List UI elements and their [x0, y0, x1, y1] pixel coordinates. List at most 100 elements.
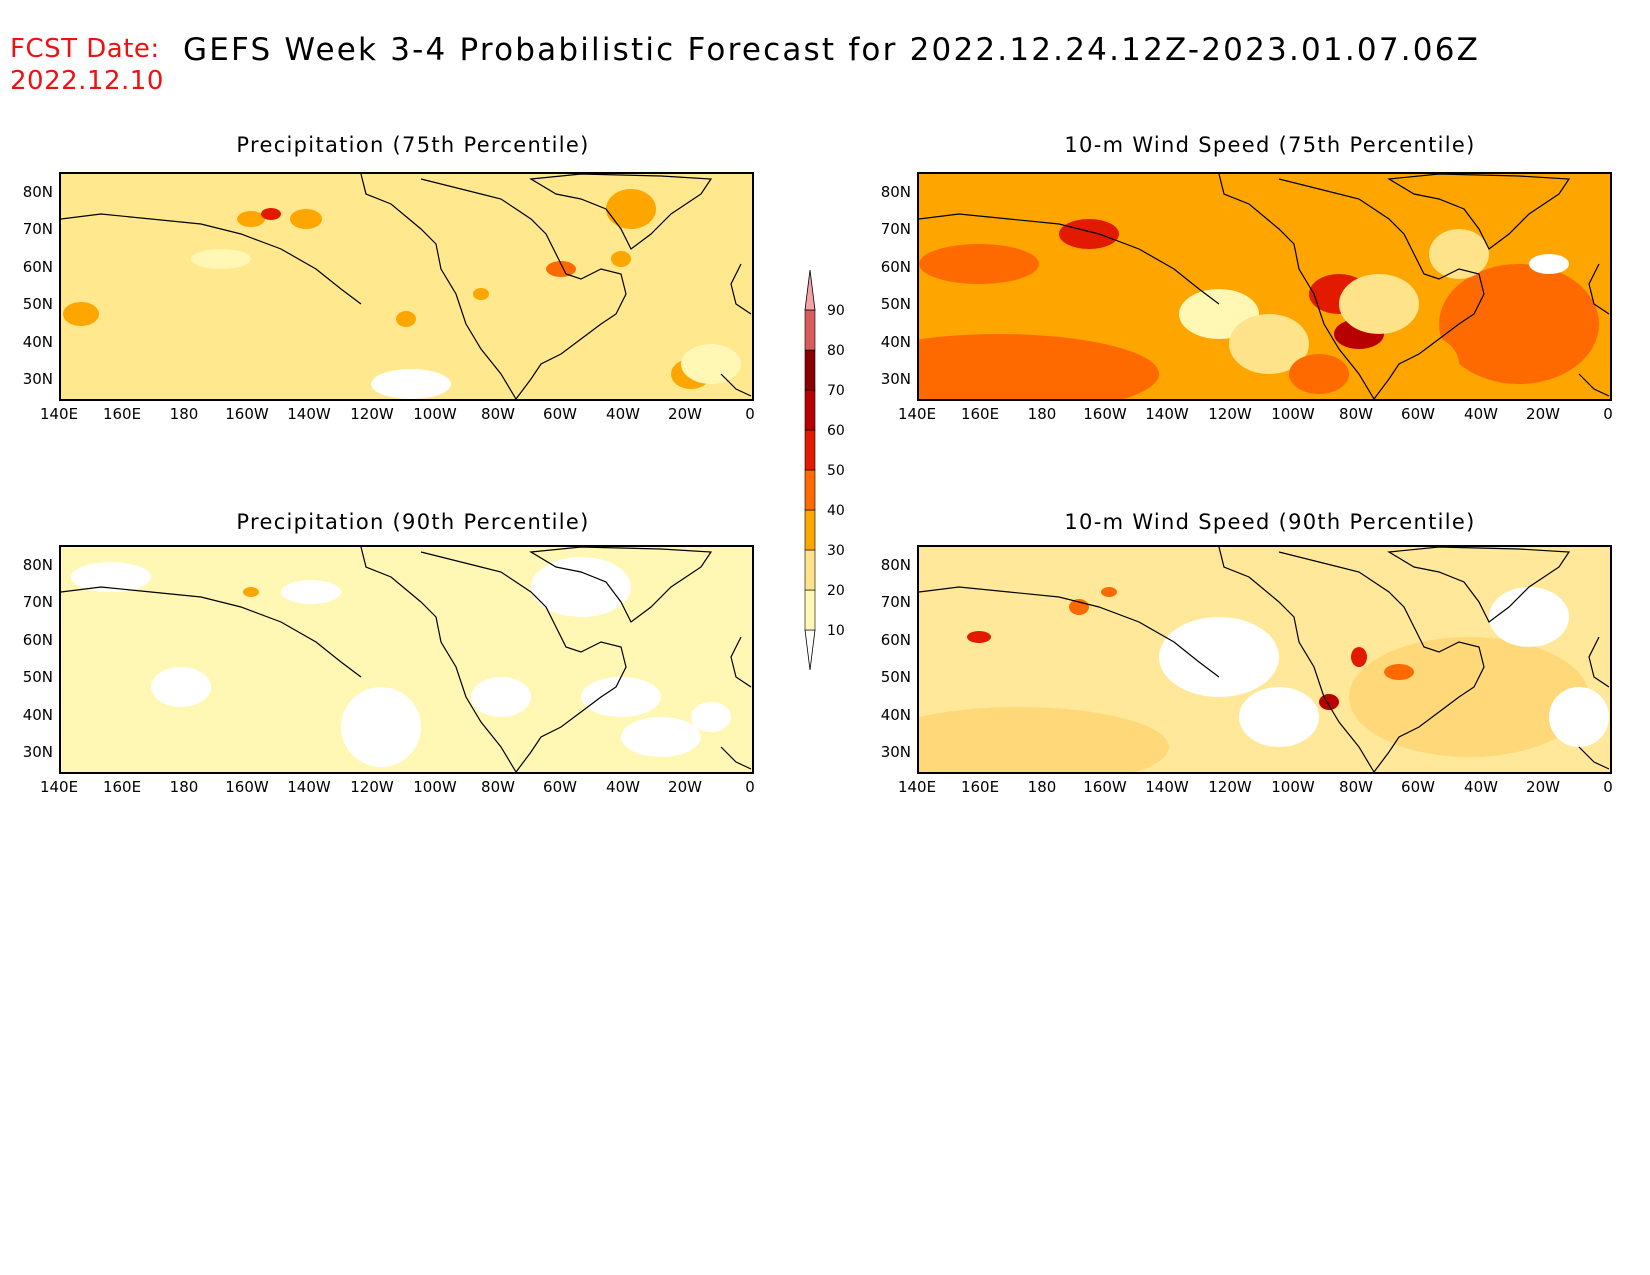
x-tick-label: 140E: [897, 778, 937, 796]
y-tick-label: 80N: [22, 556, 53, 574]
y-tick-label: 70N: [880, 593, 911, 611]
x-tick-label: 120W: [350, 778, 394, 796]
x-tick-label: 180: [1027, 405, 1057, 423]
colorbar-level-label: 90: [827, 303, 845, 319]
x-tick-label: 160W: [225, 405, 269, 423]
contour-region: [691, 702, 731, 732]
y-tick-label: 50N: [22, 295, 53, 313]
contour-region: [1239, 687, 1319, 747]
contour-region: [919, 707, 1169, 772]
colorbar-segment: [804, 549, 816, 591]
contour-region: [531, 557, 631, 617]
coastline: [919, 213, 1220, 305]
contour-region: [1429, 229, 1489, 279]
y-tick-label: 60N: [880, 258, 911, 276]
contour-region: [546, 261, 576, 277]
x-tick-label: 40W: [606, 405, 640, 423]
y-tick-label: 30N: [22, 743, 53, 761]
contour-region: [1339, 274, 1419, 334]
x-tick-label: 160E: [102, 778, 142, 796]
contour-region: [1384, 664, 1414, 680]
contour-region: [1351, 647, 1367, 667]
contour-region: [281, 580, 341, 604]
x-tick-label: 120W: [1208, 405, 1252, 423]
colorbar-level-label: 50: [827, 463, 845, 479]
x-tick-label: 0: [1603, 405, 1613, 423]
x-tick-label: 140W: [1145, 405, 1189, 423]
x-tick-label: 0: [745, 405, 755, 423]
y-tick-label: 40N: [880, 333, 911, 351]
x-tick-label: 60W: [543, 778, 577, 796]
x-tick-label: 20W: [1526, 405, 1560, 423]
colorbar-segment: [804, 469, 816, 511]
contour-region: [191, 249, 251, 269]
y-tick-label: 60N: [22, 258, 53, 276]
x-tick-label: 20W: [668, 778, 702, 796]
contour-region: [1059, 219, 1119, 249]
colorbar-segment: [804, 270, 816, 311]
colorbar-segment: [804, 349, 816, 391]
panel-title-precip-90: Precipitation (90th Percentile): [236, 510, 590, 534]
y-tick-label: 50N: [880, 295, 911, 313]
y-tick-label: 80N: [22, 183, 53, 201]
colorbar-level-label: 80: [827, 343, 845, 359]
x-tick-label: 60W: [543, 405, 577, 423]
x-tick-label: 100W: [1271, 405, 1315, 423]
contour-region: [919, 334, 1159, 399]
y-tick-label: 50N: [880, 668, 911, 686]
y-tick-label: 70N: [880, 220, 911, 238]
y-tick-label: 70N: [22, 593, 53, 611]
y-tick-label: 40N: [22, 333, 53, 351]
colorbar-segment: [804, 389, 816, 431]
colorbar-segment: [804, 429, 816, 471]
x-tick-label: 80W: [1339, 778, 1373, 796]
coastline: [1218, 174, 1485, 399]
x-tick-label: 180: [169, 405, 199, 423]
colorbar-segment: [804, 509, 816, 551]
x-tick-label: 20W: [668, 405, 702, 423]
x-tick-label: 20W: [1526, 778, 1560, 796]
x-tick-label: 100W: [1271, 778, 1315, 796]
x-tick-label: 80W: [481, 778, 515, 796]
contour-region: [1289, 354, 1349, 394]
contour-region: [1379, 334, 1459, 394]
fcst-date-label: FCST Date:: [10, 34, 160, 64]
coastline: [720, 636, 752, 770]
coastline: [1218, 547, 1485, 772]
contour-region: [471, 677, 531, 717]
x-tick-label: 0: [745, 778, 755, 796]
y-tick-label: 80N: [880, 183, 911, 201]
x-tick-label: 60W: [1401, 405, 1435, 423]
y-tick-label: 60N: [880, 631, 911, 649]
x-tick-label: 80W: [1339, 405, 1373, 423]
colorbar-level-label: 20: [827, 583, 845, 599]
panel-title-wind-90: 10-m Wind Speed (90th Percentile): [1064, 510, 1476, 534]
coastline: [360, 547, 627, 772]
contour-region: [611, 251, 631, 267]
fcst-date-value: 2022.12.10: [10, 66, 164, 96]
coastline: [61, 213, 362, 305]
x-tick-label: 140E: [39, 778, 79, 796]
contour-region: [1229, 314, 1309, 374]
contour-region: [341, 687, 421, 767]
panel-title-wind-75: 10-m Wind Speed (75th Percentile): [1064, 133, 1476, 157]
y-tick-label: 70N: [22, 220, 53, 238]
x-tick-label: 100W: [413, 405, 457, 423]
colorbar-level-label: 10: [827, 623, 845, 639]
x-tick-label: 160W: [225, 778, 269, 796]
map-precip-90: [59, 545, 754, 774]
contour-region: [1159, 617, 1279, 697]
coastline: [720, 263, 752, 397]
x-tick-label: 140E: [39, 405, 79, 423]
color-bar-legend: 10 20 30 40 50 60 70 80 90: [804, 270, 845, 671]
coastline: [360, 174, 627, 399]
map-wind-75: [917, 172, 1612, 401]
coastline: [1387, 174, 1571, 250]
colorbar-level-label: 70: [827, 383, 845, 399]
x-tick-label: 140W: [287, 778, 331, 796]
contour-region: [63, 302, 99, 326]
x-tick-label: 40W: [606, 778, 640, 796]
coastline: [529, 174, 713, 250]
x-tick-label: 140W: [1145, 778, 1189, 796]
x-tick-label: 180: [1027, 778, 1057, 796]
